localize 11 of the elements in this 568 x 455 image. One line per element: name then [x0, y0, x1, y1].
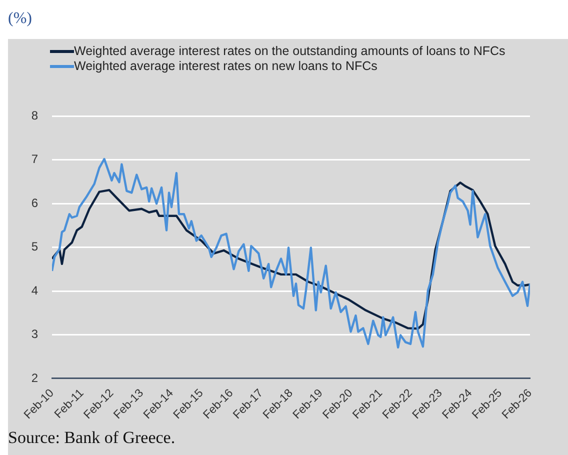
y-tick-label: 3	[31, 327, 38, 342]
y-tick-label: 6	[31, 196, 38, 210]
legend-label: Weighted average interest rates on new loans to NFCs	[74, 59, 378, 73]
y-tick-label: 7	[31, 152, 38, 166]
text: (%)	[8, 10, 32, 28]
y-tick-label: 5	[31, 240, 38, 254]
source-note: Source: Bank of Greece.	[8, 428, 176, 448]
y-tick-label: 4	[31, 283, 38, 298]
y-tick-label: 2	[31, 370, 38, 385]
legend-label: Weighted average interest rates on the outstanding amounts of loans to NFCs	[74, 44, 506, 58]
y-tick-label: 8	[31, 108, 38, 123]
